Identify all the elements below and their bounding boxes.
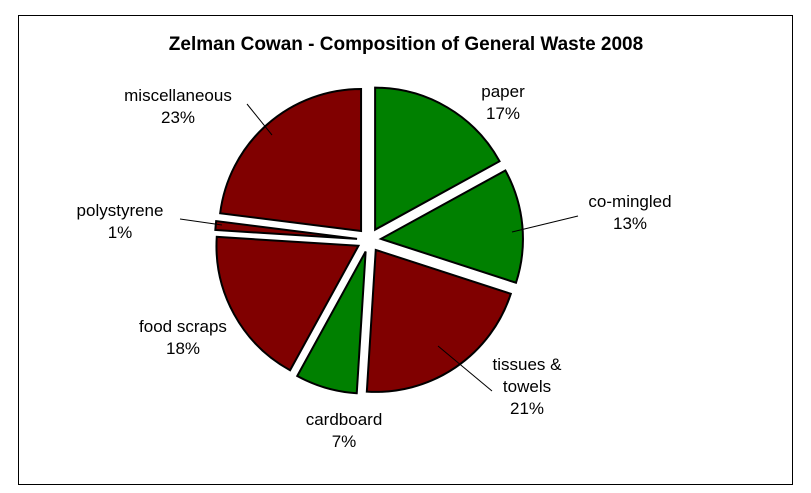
slice-label: miscellaneous 23% [124,86,232,127]
leader-line [511,215,579,233]
slice-label: tissues & towels 21% [493,355,563,418]
pie-slice-food-scraps [215,235,361,372]
slice-label: co-mingled 13% [588,192,671,233]
pie-slice-miscellaneous [219,87,363,233]
slice-label: paper 17% [481,82,525,123]
pie-slice-cardboard [295,251,367,395]
slice-label: polystyrene 1% [77,201,164,242]
pie-slice-paper [374,86,501,232]
pie-slice-polystyrene [214,219,358,240]
pie-slice-co-mingled [378,169,524,285]
slice-label: food scraps 18% [139,317,227,358]
leader-line [437,345,493,392]
leader-line [179,218,223,226]
leader-line [246,103,273,136]
chart-title: Zelman Cowan - Composition of General Wa… [169,34,643,55]
slice-label: cardboard 7% [306,410,383,451]
pie-slice-tissues-towels [365,248,513,393]
